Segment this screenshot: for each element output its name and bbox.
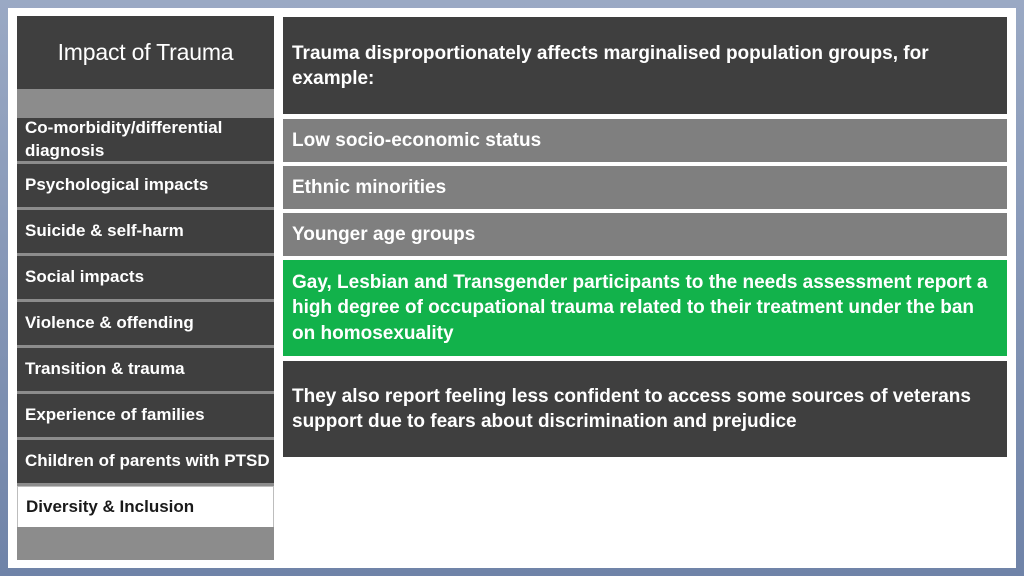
group-box-socio-economic: Low socio-economic status bbox=[283, 119, 1007, 162]
sidebar: Impact of Trauma Co-morbidity/differenti… bbox=[17, 16, 274, 560]
sidebar-item-label: Co-morbidity/differential diagnosis bbox=[25, 118, 223, 160]
sidebar-item-label: Psychological impacts bbox=[25, 175, 209, 195]
note-box: They also report feeling less confident … bbox=[283, 361, 1007, 457]
sidebar-item-label: Experience of families bbox=[25, 405, 205, 425]
sidebar-item-label: Suicide & self-harm bbox=[25, 221, 184, 241]
sidebar-item-suicide-self-harm[interactable]: Suicide & self-harm bbox=[17, 210, 274, 256]
sidebar-item-label: Violence & offending bbox=[25, 313, 194, 333]
group-box-ethnic-minorities: Ethnic minorities bbox=[283, 166, 1007, 209]
sidebar-title: Impact of Trauma bbox=[57, 39, 234, 65]
group-box-younger-age: Younger age groups bbox=[283, 213, 1007, 256]
group-label: Younger age groups bbox=[292, 223, 476, 245]
sidebar-item-label: Children of parents with PTSD bbox=[25, 451, 270, 471]
sidebar-spacer bbox=[17, 89, 274, 118]
sidebar-item-label: Transition & trauma bbox=[25, 359, 185, 379]
sidebar-item-transition-trauma[interactable]: Transition & trauma bbox=[17, 348, 274, 394]
sidebar-item-diversity-inclusion[interactable]: Diversity & Inclusion bbox=[17, 486, 274, 528]
sidebar-item-social-impacts[interactable]: Social impacts bbox=[17, 256, 274, 302]
sidebar-item-label: Social impacts bbox=[25, 267, 145, 287]
highlight-box: Gay, Lesbian and Transgender participant… bbox=[283, 260, 1007, 356]
sidebar-item-children-of-parents-ptsd[interactable]: Children of parents with PTSD bbox=[17, 440, 274, 486]
group-label: Ethnic minorities bbox=[292, 176, 447, 198]
intro-text: Trauma disproportionately affects margin… bbox=[292, 43, 929, 90]
group-label: Low socio-economic status bbox=[292, 129, 542, 151]
sidebar-item-psychological-impacts[interactable]: Psychological impacts bbox=[17, 164, 274, 210]
note-text: They also report feeling less confident … bbox=[292, 385, 971, 432]
intro-box: Trauma disproportionately affects margin… bbox=[283, 17, 1007, 114]
sidebar-item-label: Diversity & Inclusion bbox=[26, 496, 195, 516]
sidebar-item-experience-of-families[interactable]: Experience of families bbox=[17, 394, 274, 440]
sidebar-item-violence-offending[interactable]: Violence & offending bbox=[17, 302, 274, 348]
highlight-text: Gay, Lesbian and Transgender participant… bbox=[292, 272, 988, 344]
sidebar-bottom-bar bbox=[17, 527, 274, 560]
sidebar-title-box: Impact of Trauma bbox=[17, 16, 274, 89]
sidebar-item-co-morbidity[interactable]: Co-morbidity/differential diagnosis bbox=[17, 118, 274, 164]
